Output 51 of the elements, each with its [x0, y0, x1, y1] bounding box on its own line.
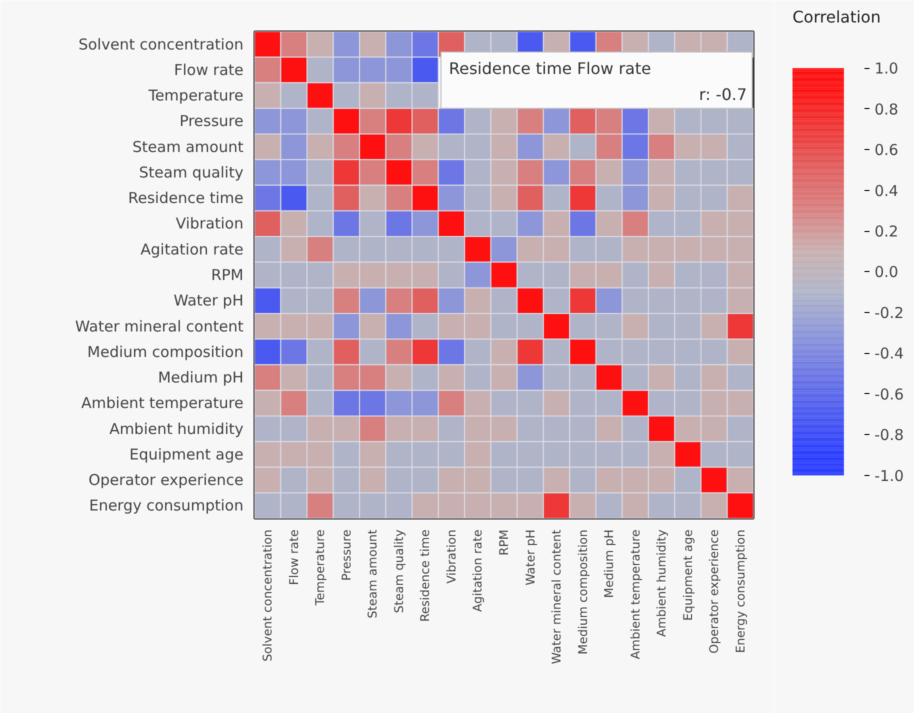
color-bar-label: -0.6 — [874, 385, 904, 404]
color-bar-label: -0.2 — [874, 304, 904, 322]
y-tick-label: Equipment age — [129, 445, 244, 464]
color-bar-label: 0.8 — [874, 100, 898, 118]
y-tick-label: Flow rate — [174, 60, 244, 79]
y-tick-label: Solvent concentration — [78, 35, 244, 54]
y-tick-label: Residence time — [128, 189, 244, 208]
x-tick-label: Energy consumption — [733, 529, 748, 654]
color-bar-label: -0.8 — [874, 426, 904, 444]
color-bar-label: 0.6 — [874, 141, 898, 160]
x-tick-label: Ambient humidity — [654, 529, 669, 637]
x-tick-label: Medium composition — [576, 529, 590, 654]
x-tick-label: Agitation rate — [470, 529, 485, 612]
annotation: r: -0.7 — [698, 84, 747, 104]
annotation: Residence time Flow rate — [448, 59, 652, 78]
x-tick-label: Temperature — [313, 530, 328, 607]
y-tick-label: Medium composition — [87, 342, 244, 361]
y-tick-label: Vibration — [176, 214, 244, 233]
y-tick-label: Energy consumption — [89, 496, 244, 515]
x-tick-label: RPM — [497, 529, 511, 556]
y-tick-label: Pressure — [179, 112, 244, 130]
y-tick-label: Operator experience — [88, 471, 244, 490]
x-tick-label: Water pH — [523, 529, 538, 586]
y-tick-label: Steam amount — [132, 138, 244, 156]
x-tick-label: Medium pH — [602, 530, 616, 598]
x-tick-label: Flow rate — [286, 529, 301, 586]
y-tick-label: Medium pH — [158, 368, 244, 387]
x-tick-label: Vibration — [444, 530, 458, 584]
y-tick-label: RPM — [211, 266, 244, 284]
y-tick-label: Water mineral content — [75, 317, 244, 336]
x-tick-label: Equipment age — [680, 529, 695, 621]
y-tick-label: Ambient temperature — [81, 394, 244, 412]
y-tick-label: Ambient humidity — [109, 420, 244, 438]
color-bar-label: -1.0 — [874, 466, 904, 485]
color-bar-label: 0.0 — [874, 263, 898, 282]
color-bar-label: 1.0 — [874, 60, 898, 78]
color-bar-title: Correlation — [792, 8, 881, 26]
x-tick-label: Operator experience — [707, 529, 722, 654]
color-bar-label: -0.4 — [874, 344, 904, 363]
y-tick-label: Steam quality — [138, 163, 244, 182]
y-tick-label: Temperature — [147, 86, 244, 105]
x-tick-label: Ambient temperature — [628, 529, 642, 660]
y-tick-label: Agitation rate — [140, 240, 244, 258]
x-tick-label: Pressure — [339, 529, 354, 581]
x-tick-label: Steam quality — [392, 529, 406, 614]
x-tick-label: Water mineral content — [550, 529, 564, 664]
x-tick-label: Steam amount — [366, 529, 380, 618]
x-tick-label: Residence time — [418, 530, 432, 622]
color-bar-label: 0.2 — [874, 222, 898, 241]
y-tick-label: Water pH — [174, 292, 244, 310]
color-bar-label: 0.4 — [874, 182, 898, 200]
